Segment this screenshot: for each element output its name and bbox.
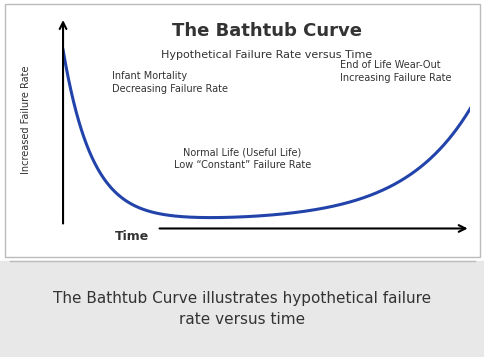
Text: End of Life Wear-Out
Increasing Failure Rate: End of Life Wear-Out Increasing Failure … — [339, 60, 451, 83]
Text: Hypothetical Failure Rate versus Time: Hypothetical Failure Rate versus Time — [161, 50, 372, 60]
Text: Increased Failure Rate: Increased Failure Rate — [21, 65, 31, 174]
Text: Normal Life (Useful Life)
Low “Constant” Failure Rate: Normal Life (Useful Life) Low “Constant”… — [173, 147, 310, 170]
Text: The Bathtub Curve: The Bathtub Curve — [171, 22, 361, 40]
Text: The Bathtub Curve illustrates hypothetical failure
rate versus time: The Bathtub Curve illustrates hypothetic… — [53, 291, 431, 327]
Text: Time: Time — [115, 230, 149, 242]
Text: Infant Mortality
Decreasing Failure Rate: Infant Mortality Decreasing Failure Rate — [112, 71, 227, 94]
